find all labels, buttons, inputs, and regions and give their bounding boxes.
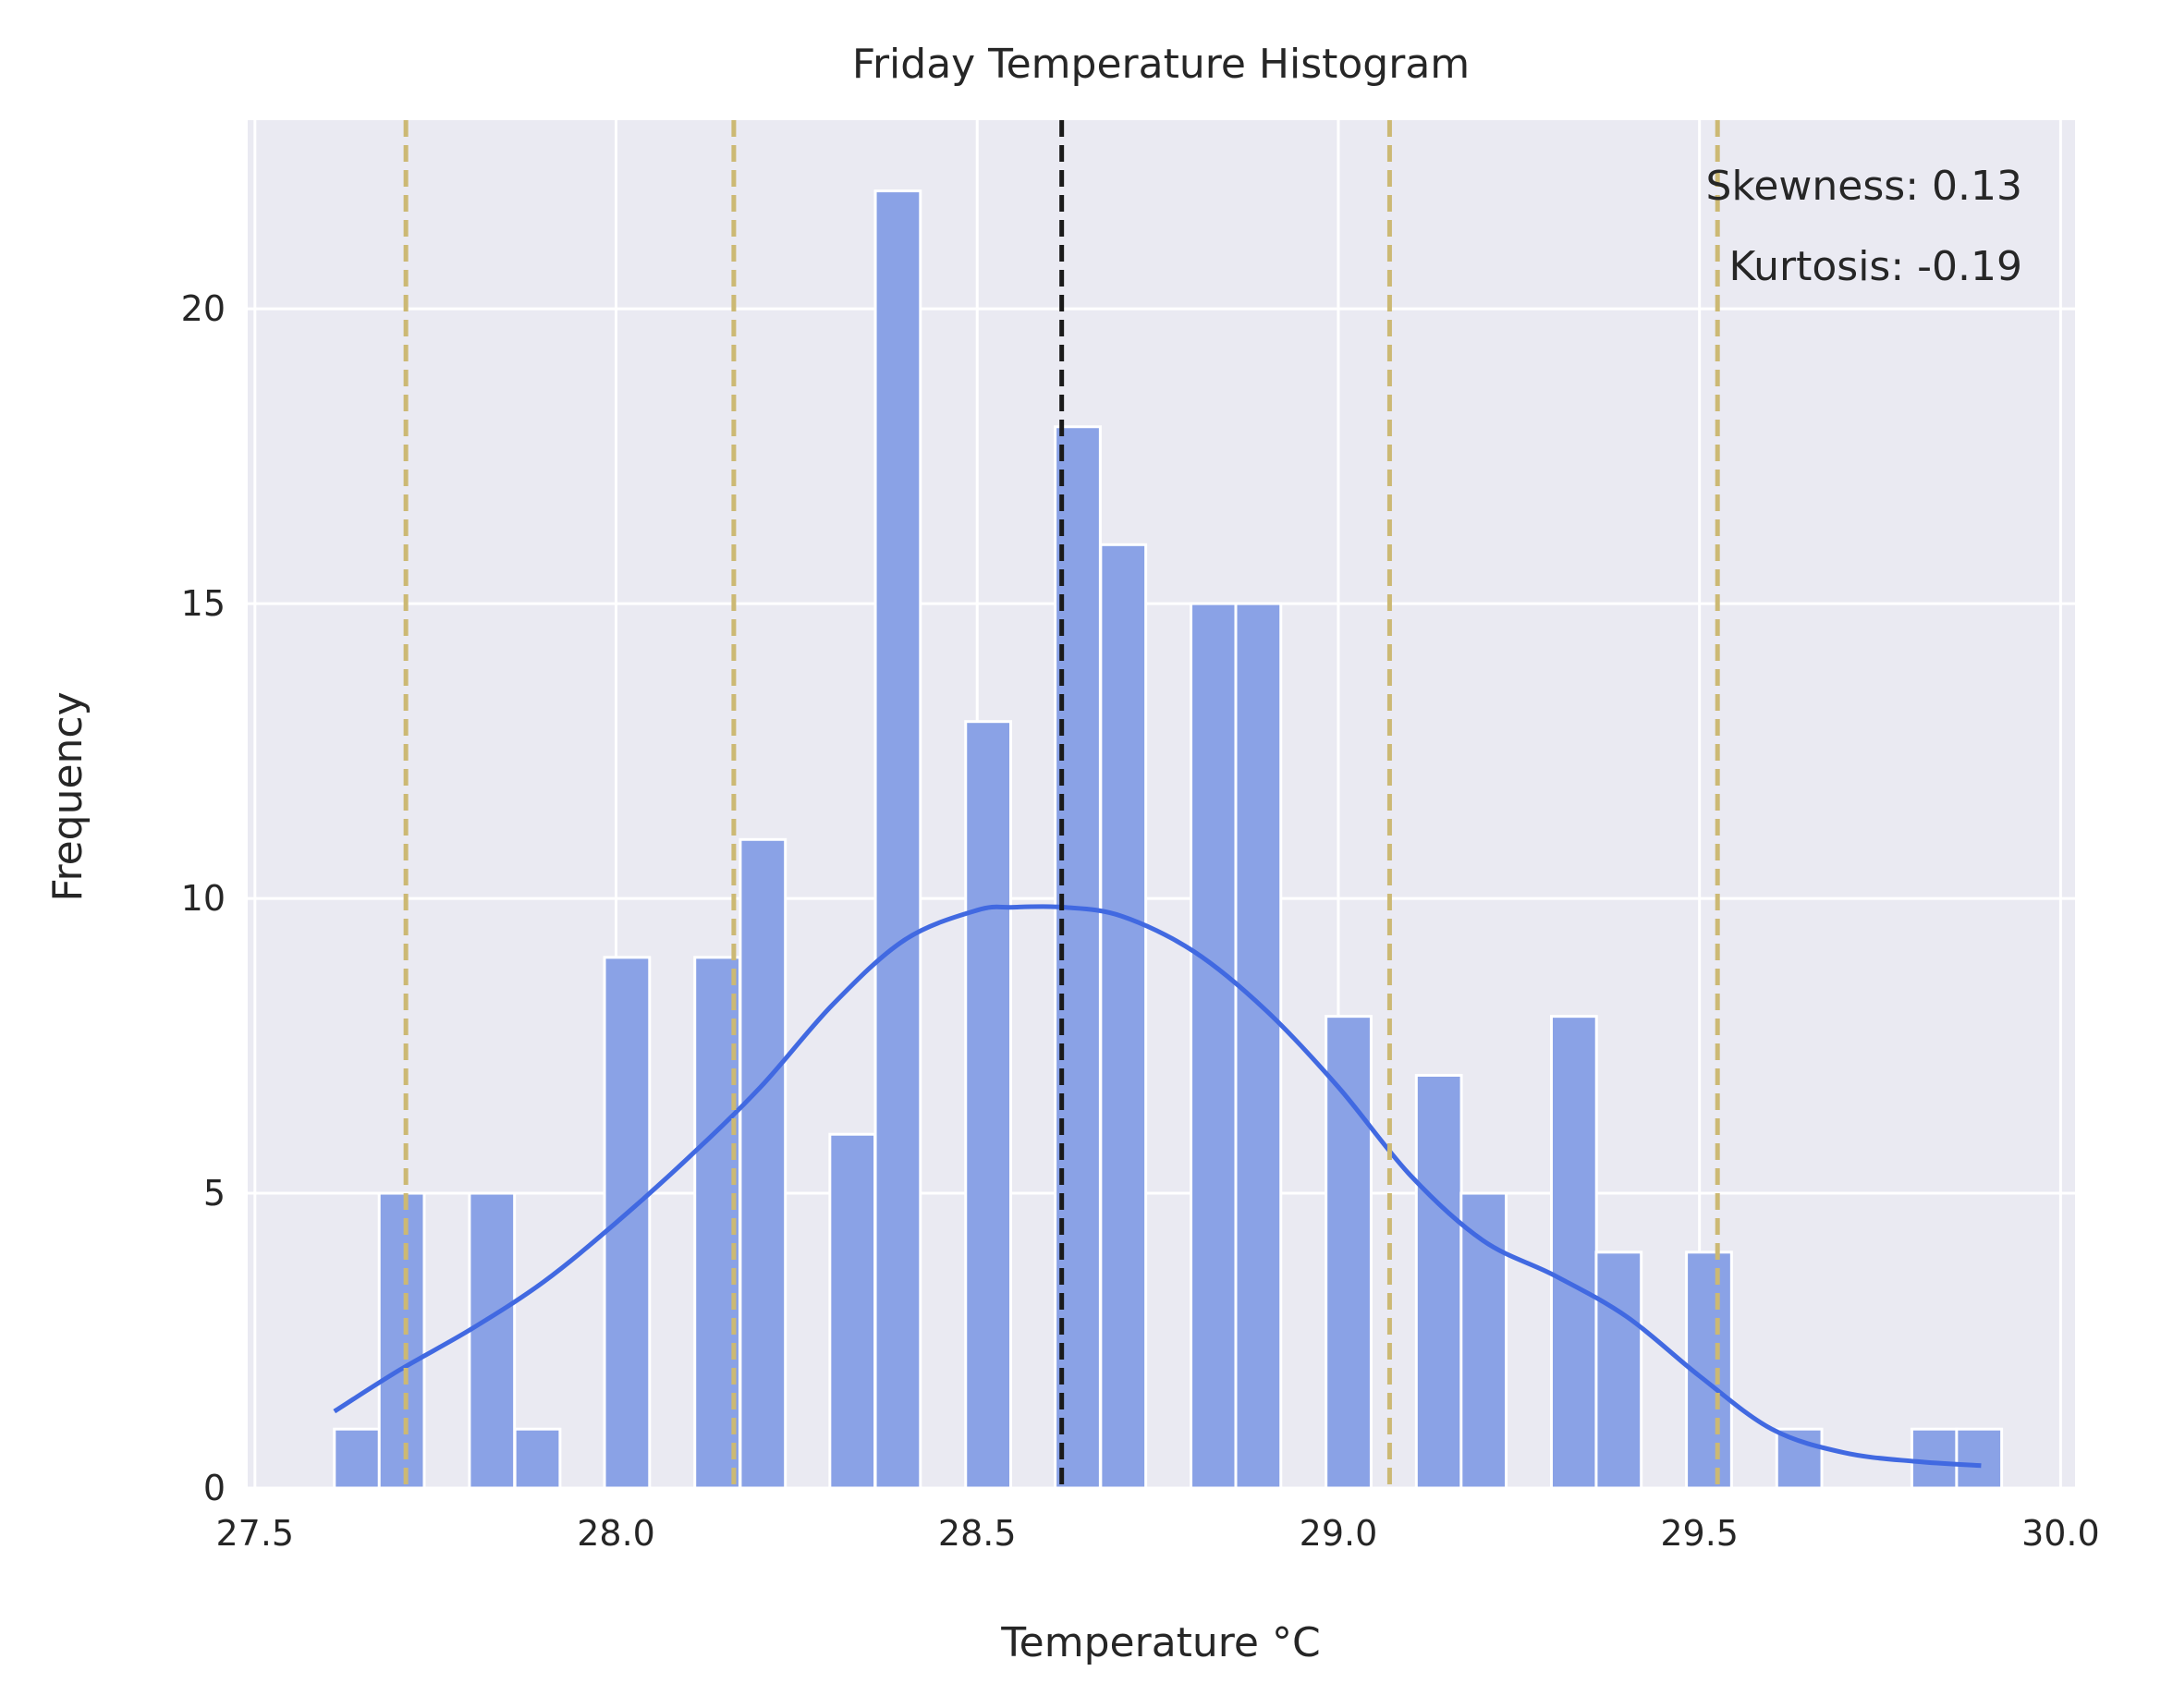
x-tick-label-1: 28.0 xyxy=(577,1513,655,1554)
histogram-bar-25 xyxy=(1459,1191,1508,1490)
x-tick-label-4: 29.5 xyxy=(1660,1513,1739,1554)
kde-line xyxy=(333,904,1982,1469)
histogram-bar-19 xyxy=(1190,602,1238,1490)
y-tick-label-3: 15 xyxy=(181,583,226,624)
plot-area xyxy=(248,120,2075,1488)
histogram-bar-17 xyxy=(1099,543,1148,1490)
reference-lines xyxy=(403,120,1720,1488)
histogram-bar-6 xyxy=(603,956,652,1490)
histogram-bar-30 xyxy=(1685,1250,1733,1490)
histogram-bar-11 xyxy=(828,1132,877,1490)
histogram-bar-1 xyxy=(377,1191,426,1490)
x-tick-label-0: 27.5 xyxy=(216,1513,295,1554)
y-tick-label-1: 5 xyxy=(203,1173,226,1214)
x-tick-label-5: 30.0 xyxy=(2021,1513,2100,1554)
x-tick-label-3: 29.0 xyxy=(1300,1513,1378,1554)
y-tick-label-0: 0 xyxy=(203,1468,226,1508)
histogram-bar-24 xyxy=(1414,1073,1463,1490)
histogram-bar-36 xyxy=(1955,1427,2004,1490)
skewness-annotation: Skewness: 0.13 xyxy=(1706,163,2022,210)
histogram-bar-14 xyxy=(964,720,1012,1490)
y-tick-label-2: 10 xyxy=(181,878,226,919)
x-axis-label: Temperature °C xyxy=(1000,1619,1320,1666)
tick-labels: 27.5 28.0 28.5 29.0 29.5 30.0 0 5 10 15 20 xyxy=(181,288,2100,1554)
histogram-bar-9 xyxy=(739,837,787,1490)
chart-title: Friday Temperature Histogram xyxy=(852,41,1470,88)
histogram-bar-32 xyxy=(1775,1427,1824,1490)
histogram-bar-3 xyxy=(468,1191,517,1490)
histogram-bar-20 xyxy=(1234,602,1283,1490)
histogram-bar-28 xyxy=(1594,1250,1643,1490)
kde-curve-group xyxy=(333,904,1982,1469)
histogram-bars xyxy=(333,189,2004,1490)
kurtosis-annotation: Kurtosis: -0.19 xyxy=(1728,243,2022,290)
histogram-bar-12 xyxy=(873,189,922,1490)
histogram-bar-0 xyxy=(333,1427,382,1490)
y-tick-label-4: 20 xyxy=(181,288,226,329)
y-axis-label: Frequency xyxy=(44,691,92,901)
histogram-bar-4 xyxy=(513,1427,562,1490)
x-tick-label-2: 28.5 xyxy=(938,1513,1017,1554)
histogram-bar-22 xyxy=(1325,1015,1373,1490)
histogram-bar-35 xyxy=(1910,1427,1959,1490)
histogram-bar-27 xyxy=(1549,1015,1598,1490)
